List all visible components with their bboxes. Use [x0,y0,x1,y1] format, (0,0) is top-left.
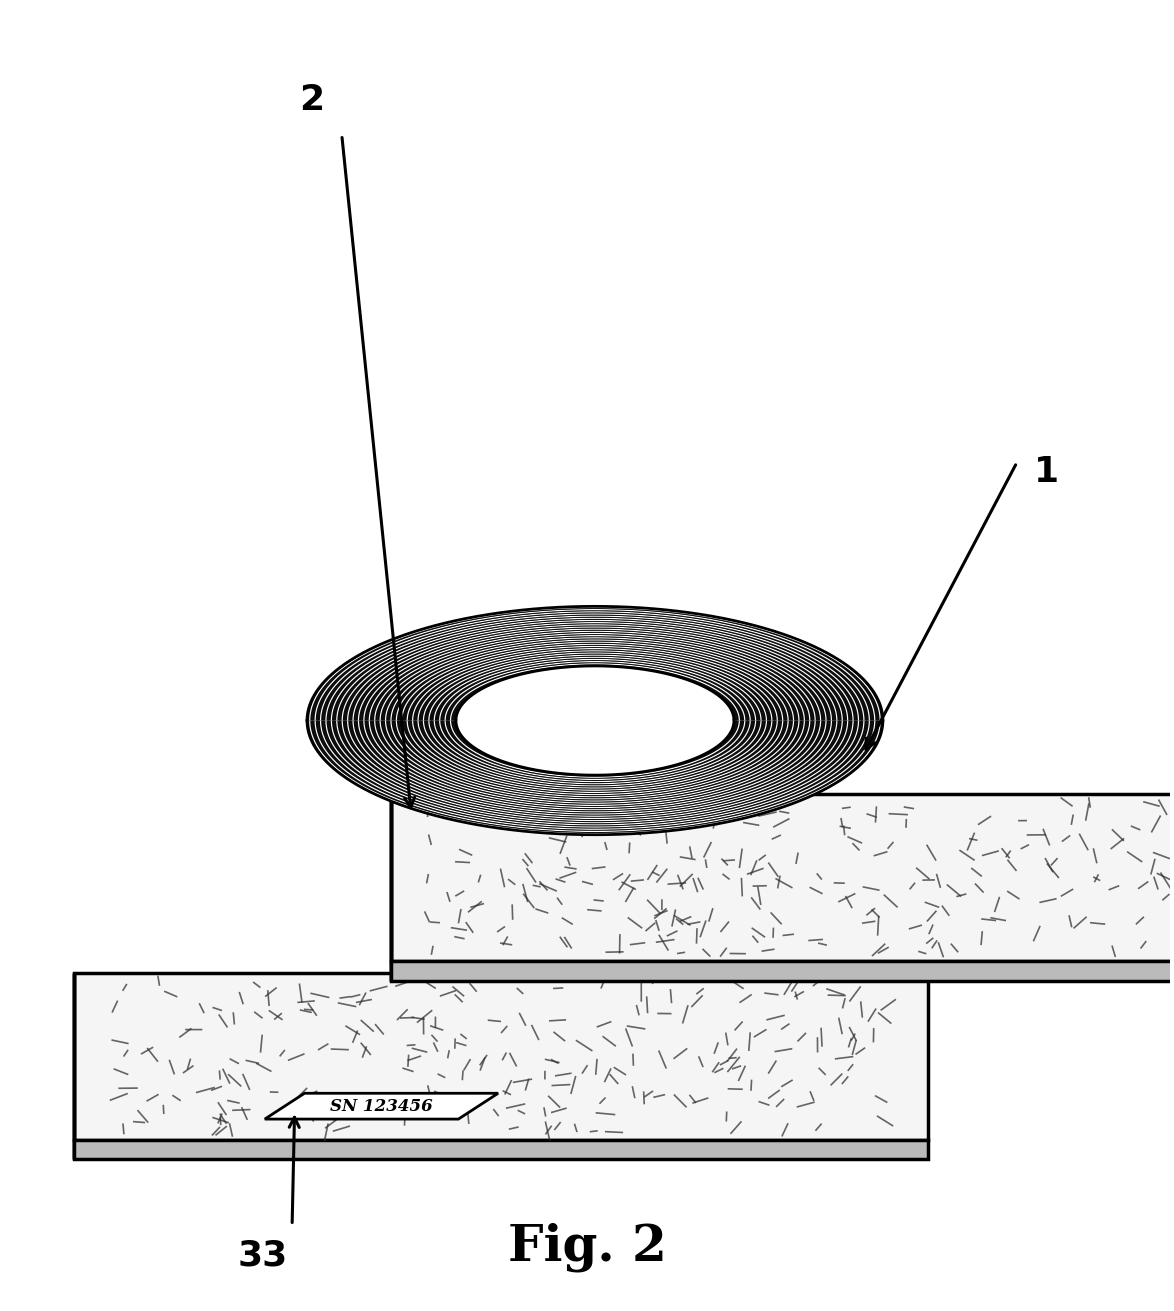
Polygon shape [265,1093,498,1120]
Polygon shape [456,721,734,775]
Polygon shape [74,973,927,1139]
Polygon shape [391,794,1174,961]
Polygon shape [74,1139,927,1159]
Text: SN 123456: SN 123456 [330,1097,433,1114]
Text: Fig. 2: Fig. 2 [507,1222,667,1272]
Polygon shape [308,721,883,835]
Polygon shape [391,961,1174,981]
Text: 1: 1 [1034,455,1059,489]
Polygon shape [308,607,883,721]
Text: 2: 2 [299,83,324,117]
Text: 33: 33 [237,1238,288,1272]
